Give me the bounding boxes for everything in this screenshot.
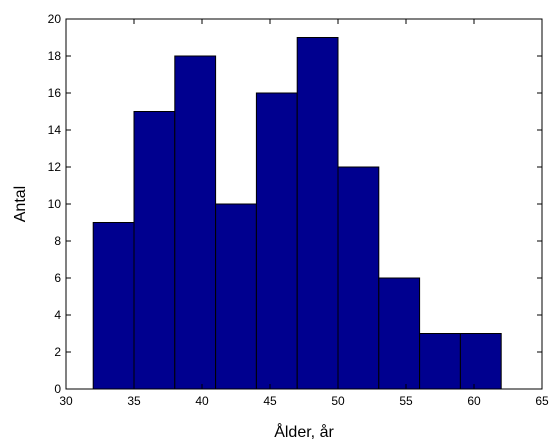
x-tick-label: 45 <box>263 394 277 408</box>
histogram-bar <box>215 203 257 390</box>
y-tick-label: 8 <box>54 234 61 248</box>
y-tick-label: 10 <box>48 197 62 211</box>
histogram-bar <box>133 111 176 390</box>
x-tick-label: 50 <box>331 394 345 408</box>
histogram-bar <box>337 166 380 390</box>
y-tick-label: 16 <box>48 86 62 100</box>
x-tick-label: 55 <box>399 394 413 408</box>
x-tick-label: 30 <box>59 394 73 408</box>
y-tick-label: 14 <box>48 123 62 137</box>
histogram-bar <box>296 37 339 390</box>
histogram-bar <box>174 55 217 390</box>
y-tick-label: 6 <box>54 271 61 285</box>
y-axis-label: Antal <box>12 186 29 222</box>
y-tick-label: 18 <box>48 49 62 63</box>
bars-group <box>92 37 502 390</box>
histogram-bar <box>419 333 461 390</box>
histogram-bar <box>378 277 421 390</box>
plot-frame <box>65 18 543 390</box>
y-tick-label: 4 <box>54 308 61 322</box>
y-tick-label: 20 <box>48 12 62 26</box>
y-tick-label: 2 <box>54 345 61 359</box>
y-axis-ticks: 0 2 4 6 8 10 12 14 16 18 20 <box>48 12 542 396</box>
x-tick-label: 40 <box>195 394 209 408</box>
x-axis-label: Ålder, år <box>274 422 334 441</box>
x-tick-label: 60 <box>467 394 481 408</box>
y-tick-label: 12 <box>48 160 62 174</box>
x-axis-ticks: 30 35 40 45 50 55 60 65 <box>59 19 549 408</box>
histogram-bar <box>459 333 502 390</box>
x-tick-label: 65 <box>535 394 549 408</box>
histogram-bar <box>255 92 298 390</box>
y-tick-label: 0 <box>54 382 61 396</box>
histogram-bar <box>92 222 135 390</box>
x-tick-label: 35 <box>127 394 141 408</box>
